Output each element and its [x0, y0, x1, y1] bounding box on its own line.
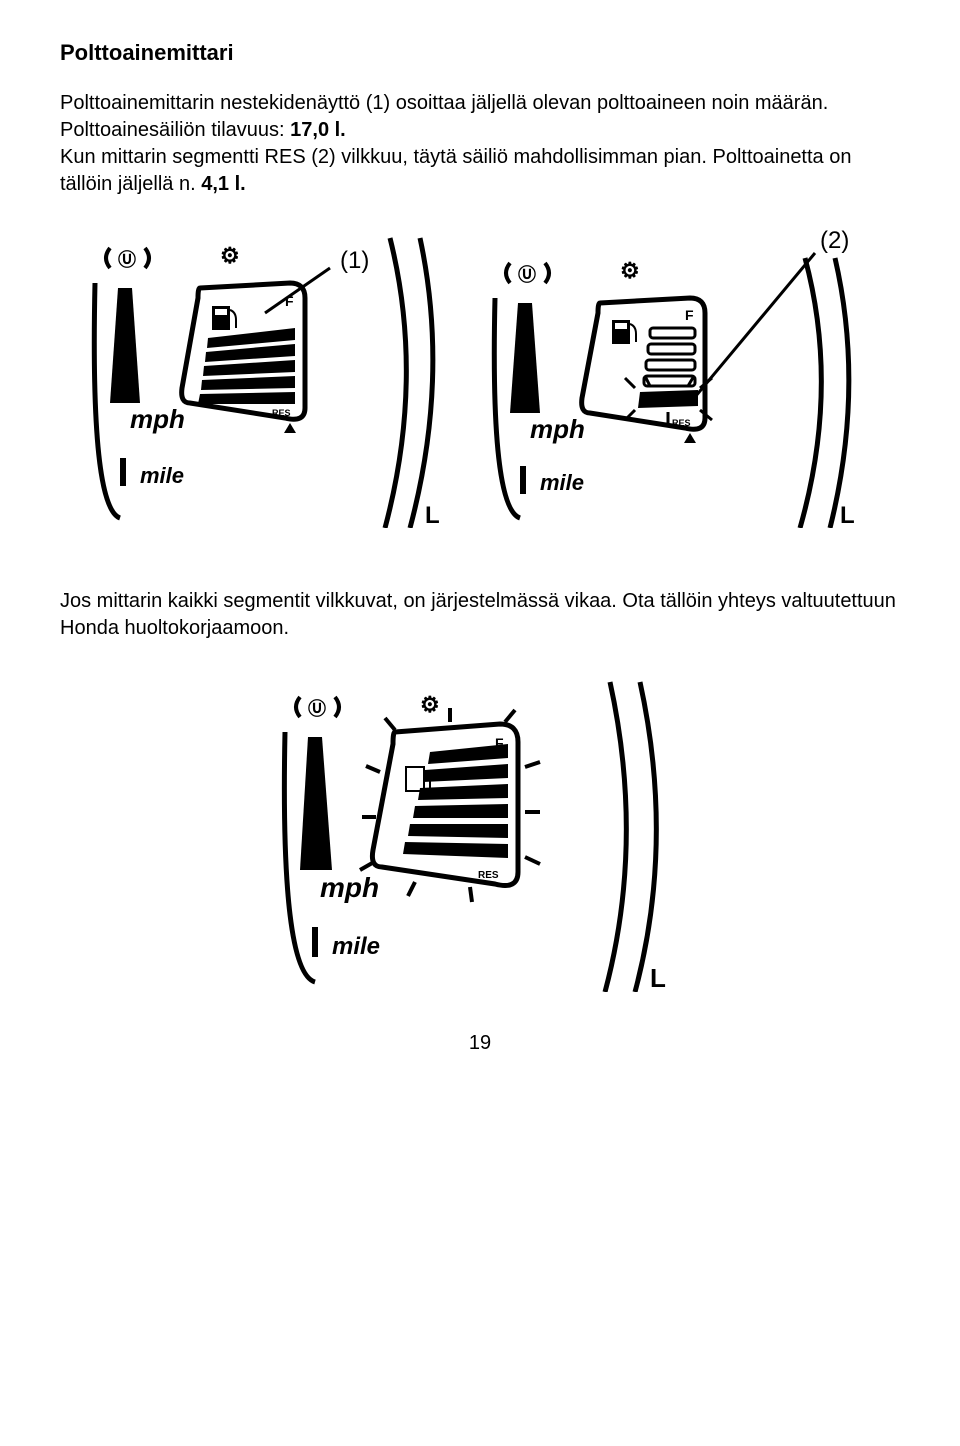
gauge-figure-2: Ⓤ ⚙ (2) F — [490, 228, 870, 528]
svg-text:L: L — [650, 963, 666, 992]
svg-text:mph: mph — [130, 404, 185, 434]
svg-text:Ⓤ: Ⓤ — [118, 249, 136, 270]
svg-text:mile: mile — [540, 470, 584, 495]
figure-row-2: Ⓤ ⚙ F — [60, 672, 900, 992]
svg-text:(1): (1) — [340, 247, 369, 274]
svg-text:L: L — [425, 502, 440, 528]
svg-text:RES: RES — [272, 408, 291, 418]
svg-text:L: L — [840, 502, 855, 528]
para1-text: Polttoainemittarin nestekidenäyttö (1) o… — [60, 92, 828, 141]
svg-text:⚙: ⚙ — [420, 692, 440, 717]
para1-bold: 17,0 l. — [290, 119, 346, 141]
svg-text:mph: mph — [320, 872, 379, 903]
svg-text:mile: mile — [332, 933, 380, 960]
svg-text:Ⓤ: Ⓤ — [518, 264, 536, 285]
svg-text:(2): (2) — [820, 228, 849, 254]
paragraph-3: Jos mittarin kaikki segmentit vilkkuvat,… — [60, 588, 900, 642]
figure-row-1: Ⓤ ⚙ (1) F RES — [60, 228, 900, 528]
svg-text:mile: mile — [140, 463, 184, 488]
gauge-figure-3: Ⓤ ⚙ F — [280, 672, 680, 992]
para2-bold: 4,1 l. — [201, 173, 245, 195]
svg-text:RES: RES — [478, 870, 499, 881]
svg-text:F: F — [285, 293, 294, 309]
svg-text:RES: RES — [672, 418, 691, 428]
svg-text:⚙: ⚙ — [220, 243, 240, 268]
svg-text:mph: mph — [530, 414, 585, 444]
svg-text:F: F — [685, 307, 694, 323]
svg-text:⚙: ⚙ — [620, 258, 640, 283]
para2-text: Kun mittarin segmentti RES (2) vilkkuu, … — [60, 146, 851, 195]
gauge-figure-1: Ⓤ ⚙ (1) F RES — [90, 228, 450, 528]
page-number: 19 — [60, 1032, 900, 1055]
paragraph-1: Polttoainemittarin nestekidenäyttö (1) o… — [60, 90, 900, 198]
page-title: Polttoainemittari — [60, 40, 900, 66]
svg-text:Ⓤ: Ⓤ — [308, 698, 326, 719]
